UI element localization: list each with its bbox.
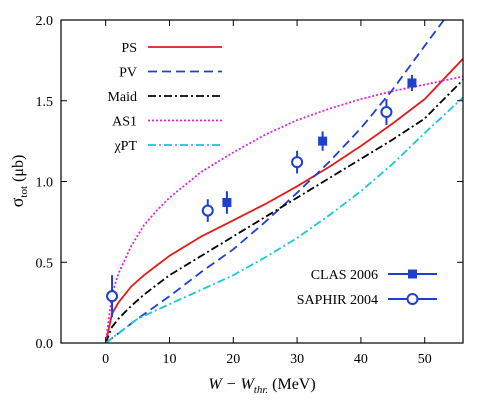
data-point-clas — [407, 78, 417, 88]
legend-label: Maid — [107, 90, 137, 105]
x-tick-label: 50 — [418, 352, 432, 367]
x-tick-label: 10 — [162, 352, 176, 367]
series-line-AS1 — [104, 75, 463, 343]
y-tick-label: 2.0 — [36, 14, 54, 29]
data-legend-label: CLAS 2006 — [311, 268, 378, 283]
x-tick-label: 40 — [354, 352, 368, 367]
x-tick-label: 30 — [290, 352, 304, 367]
y-tick-label: 1.0 — [36, 176, 54, 191]
data-points-layer — [106, 74, 417, 318]
x-tick-label: 20 — [226, 352, 240, 367]
x-axis-title: W − Wthr. (MeV) — [208, 376, 315, 396]
legend-label: PS — [121, 41, 137, 56]
data-point-saphir — [201, 204, 214, 217]
data-point-saphir — [380, 106, 393, 119]
y-tick-label: 0.0 — [36, 337, 54, 352]
data-point-clas — [318, 136, 328, 146]
series-line-χPT — [105, 96, 463, 343]
data-point-clas — [222, 197, 232, 207]
series-line-PV — [105, 20, 445, 343]
y-axis-title: σtot (μb) — [7, 155, 30, 208]
y-tick-label: 0.5 — [36, 256, 54, 271]
series-layer — [104, 20, 463, 343]
data-point-saphir — [106, 290, 119, 303]
series-line-Maid — [104, 79, 463, 343]
data-legend-marker — [408, 269, 417, 279]
data-legend: CLAS 2006 SAPHIR 2004 — [297, 268, 437, 308]
legend-label: AS1 — [112, 115, 137, 130]
y-tick-label: 1.5 — [36, 95, 54, 110]
data-legend-marker — [406, 293, 419, 305]
legend-label: PV — [119, 66, 137, 81]
legend-label: χPT — [113, 139, 137, 154]
ticks-layer: 0 10 20 30 40 50 0.0 0.5 1.0 1.5 2.0 — [36, 14, 463, 367]
x-tick-label: 0 — [102, 352, 109, 367]
data-point-saphir — [291, 156, 304, 169]
series-line-PS — [104, 58, 463, 343]
data-legend-label: SAPHIR 2004 — [297, 293, 378, 308]
legend: PS PV Maid AS1 χPT — [107, 41, 222, 154]
